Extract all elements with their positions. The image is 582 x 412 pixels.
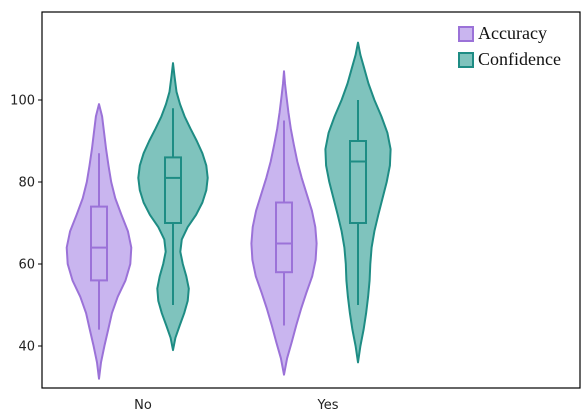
- legend: Accuracy Confidence: [458, 23, 561, 69]
- x-axis-ticks: No Yes: [134, 398, 339, 412]
- legend-label-confidence: Confidence: [478, 49, 561, 69]
- box-confidence-yes: [349, 140, 367, 224]
- y-tick-label-40: 40: [18, 340, 35, 355]
- y-tick-label-100: 100: [10, 94, 35, 109]
- box-confidence-no: [164, 156, 182, 224]
- legend-label-accuracy: Accuracy: [478, 23, 547, 43]
- legend-swatch-accuracy: [458, 26, 474, 42]
- x-tick-label-no: No: [134, 398, 152, 412]
- x-tick-label-yes: Yes: [317, 398, 339, 412]
- y-tick-label-80: 80: [18, 176, 35, 191]
- y-tick-label-60: 60: [18, 258, 35, 273]
- plot-frame: [41, 11, 581, 389]
- violins-layer: [65, 41, 392, 380]
- box-accuracy-yes: [275, 201, 293, 274]
- box-accuracy-no: [90, 205, 108, 282]
- y-axis-ticks: 40 60 80 100: [10, 94, 42, 355]
- legend-swatch-confidence: [458, 52, 474, 68]
